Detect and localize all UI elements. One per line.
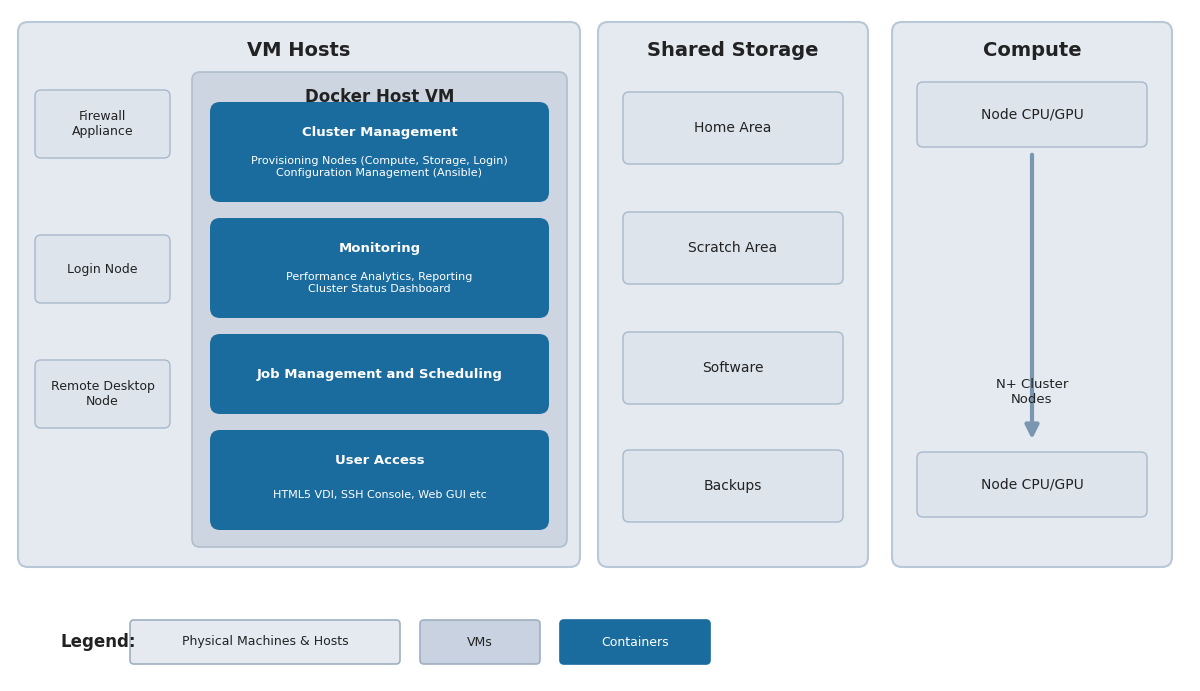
FancyBboxPatch shape bbox=[35, 360, 170, 428]
FancyBboxPatch shape bbox=[210, 334, 550, 414]
Text: N+ Cluster
Nodes: N+ Cluster Nodes bbox=[996, 378, 1068, 406]
Text: Software: Software bbox=[702, 361, 763, 375]
Text: Cluster Management: Cluster Management bbox=[301, 126, 457, 138]
Text: Performance Analytics, Reporting
Cluster Status Dashboard: Performance Analytics, Reporting Cluster… bbox=[287, 272, 473, 294]
Text: Monitoring: Monitoring bbox=[338, 241, 420, 254]
FancyBboxPatch shape bbox=[623, 450, 842, 522]
FancyBboxPatch shape bbox=[130, 620, 400, 664]
Text: Node CPU/GPU: Node CPU/GPU bbox=[980, 108, 1084, 122]
FancyBboxPatch shape bbox=[560, 620, 710, 664]
Text: Docker Host VM: Docker Host VM bbox=[305, 88, 454, 106]
Text: Compute: Compute bbox=[983, 41, 1081, 59]
Text: VMs: VMs bbox=[467, 636, 493, 648]
Text: Job Management and Scheduling: Job Management and Scheduling bbox=[257, 368, 503, 381]
Text: Backups: Backups bbox=[704, 479, 762, 493]
Text: Home Area: Home Area bbox=[695, 121, 772, 135]
FancyBboxPatch shape bbox=[35, 235, 170, 303]
Text: Shared Storage: Shared Storage bbox=[647, 41, 818, 59]
FancyBboxPatch shape bbox=[35, 90, 170, 158]
Text: Node CPU/GPU: Node CPU/GPU bbox=[980, 477, 1084, 491]
FancyBboxPatch shape bbox=[598, 22, 868, 567]
FancyBboxPatch shape bbox=[18, 22, 580, 567]
FancyBboxPatch shape bbox=[210, 102, 550, 202]
Text: Physical Machines & Hosts: Physical Machines & Hosts bbox=[181, 636, 348, 648]
Text: Scratch Area: Scratch Area bbox=[689, 241, 778, 255]
Text: VM Hosts: VM Hosts bbox=[247, 41, 350, 59]
FancyBboxPatch shape bbox=[917, 452, 1147, 517]
FancyBboxPatch shape bbox=[917, 82, 1147, 147]
FancyBboxPatch shape bbox=[623, 332, 842, 404]
Text: Login Node: Login Node bbox=[67, 263, 138, 276]
FancyBboxPatch shape bbox=[892, 22, 1172, 567]
Text: Firewall
Appliance: Firewall Appliance bbox=[72, 110, 133, 138]
FancyBboxPatch shape bbox=[210, 430, 550, 530]
Text: Containers: Containers bbox=[601, 636, 668, 648]
FancyBboxPatch shape bbox=[192, 72, 568, 547]
FancyBboxPatch shape bbox=[623, 92, 842, 164]
Text: HTML5 VDI, SSH Console, Web GUI etc: HTML5 VDI, SSH Console, Web GUI etc bbox=[272, 490, 486, 500]
Text: Legend:: Legend: bbox=[60, 633, 136, 651]
FancyBboxPatch shape bbox=[623, 212, 842, 284]
Text: Remote Desktop
Node: Remote Desktop Node bbox=[50, 380, 155, 408]
Text: User Access: User Access bbox=[335, 453, 425, 466]
FancyBboxPatch shape bbox=[210, 218, 550, 318]
Text: Provisioning Nodes (Compute, Storage, Login)
Configuration Management (Ansible): Provisioning Nodes (Compute, Storage, Lo… bbox=[251, 156, 508, 178]
FancyBboxPatch shape bbox=[420, 620, 540, 664]
